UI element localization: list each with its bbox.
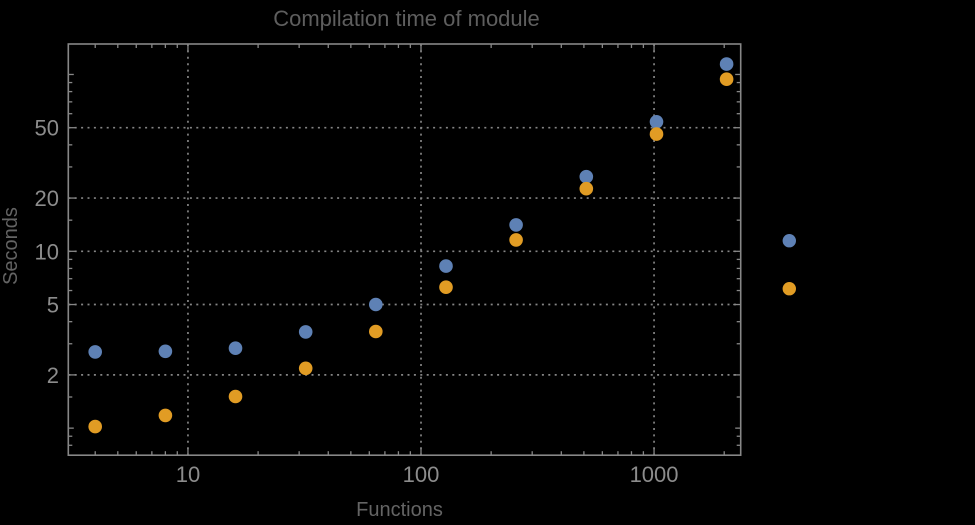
chart-title: Compilation time of module <box>273 6 540 31</box>
x-axis-label: Functions <box>356 499 443 521</box>
data-point-series-1-blue <box>719 57 734 71</box>
data-point-series-2-orange <box>88 419 102 434</box>
data-point-series-2-orange <box>439 280 453 295</box>
data-point-series-1-blue <box>509 218 523 232</box>
data-point-series-2-orange <box>369 324 383 339</box>
data-point-series-1-blue <box>228 341 243 356</box>
data-point-series-1-blue <box>298 325 313 339</box>
data-point-series-2-orange <box>158 408 173 423</box>
data-point-series-2-orange <box>719 72 734 86</box>
data-point-series-2-orange <box>579 181 594 196</box>
data-point-series-1-blue <box>88 345 102 359</box>
y-tick-label: 5 <box>47 293 59 318</box>
x-tick-label: 1000 <box>630 462 679 487</box>
y-tick-label: 20 <box>35 186 59 211</box>
data-point-series-1-blue <box>439 259 453 273</box>
x-tick-label: 100 <box>403 462 440 487</box>
data-point-series-2-orange <box>228 389 243 404</box>
y-tick-label: 2 <box>47 363 59 388</box>
data-point-series-2-orange <box>649 127 664 141</box>
x-tick-label: 10 <box>176 462 200 487</box>
data-point-series-1-blue <box>158 344 173 359</box>
data-point-series-2-orange <box>509 233 523 247</box>
plot-frame <box>67 43 742 457</box>
legend-marker-icon <box>782 234 796 248</box>
data-point-series-1-blue <box>369 297 383 312</box>
data-point-series-1-blue <box>579 169 594 184</box>
data-point-series-2-orange <box>298 361 313 376</box>
legend-marker-icon <box>782 282 796 296</box>
data-point-series-1-blue <box>649 115 664 129</box>
y-tick-label: 10 <box>35 239 59 264</box>
y-tick-label: 50 <box>35 116 59 141</box>
